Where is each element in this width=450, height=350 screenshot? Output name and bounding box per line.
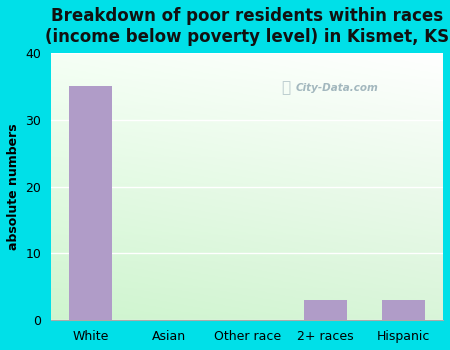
Bar [69, 86, 112, 320]
Text: City-Data.com: City-Data.com [296, 83, 378, 93]
Bar [304, 300, 347, 320]
Y-axis label: absolute numbers: absolute numbers [7, 123, 20, 250]
Text: ⓘ: ⓘ [282, 80, 291, 95]
Title: Breakdown of poor residents within races
(income below poverty level) in Kismet,: Breakdown of poor residents within races… [45, 7, 449, 46]
Bar [382, 300, 425, 320]
